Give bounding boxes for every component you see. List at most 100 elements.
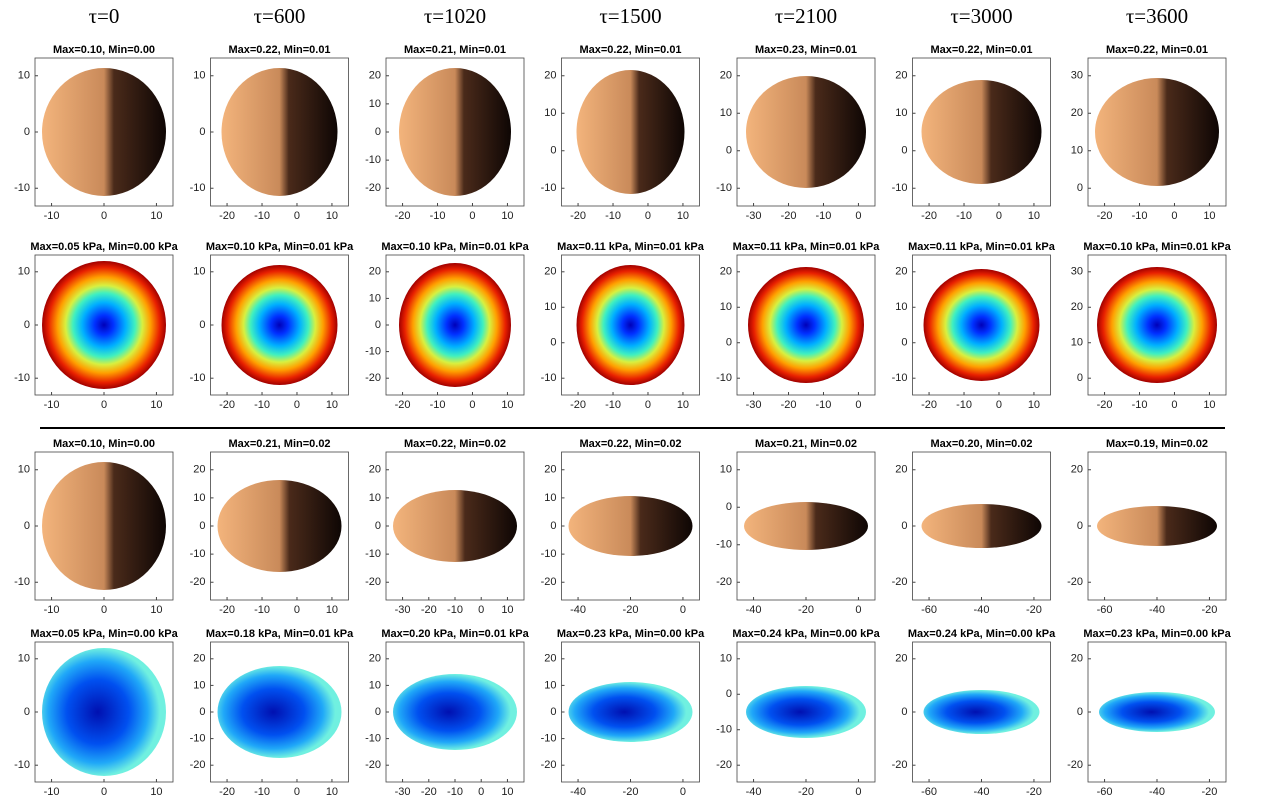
y-tick-label: 10 bbox=[895, 301, 907, 313]
y-tick-label: 10 bbox=[369, 98, 381, 110]
time-header: τ=1500 bbox=[599, 4, 661, 28]
y-tick-label: -20 bbox=[190, 576, 206, 588]
y-tick-label: 0 bbox=[901, 337, 907, 349]
panel-title: Max=0.22, Min=0.01 bbox=[579, 44, 681, 56]
x-tick-label: -10 bbox=[254, 399, 270, 411]
y-tick-label: 10 bbox=[369, 492, 381, 504]
x-tick-label: 0 bbox=[855, 399, 861, 411]
y-tick-label: -20 bbox=[365, 759, 381, 771]
x-tick-label: 10 bbox=[150, 399, 162, 411]
y-tick-label: 20 bbox=[895, 70, 907, 82]
x-tick-label: 0 bbox=[294, 604, 300, 616]
y-tick-label: 10 bbox=[18, 653, 30, 665]
y-tick-label: -10 bbox=[365, 548, 381, 560]
y-tick-label: -20 bbox=[541, 576, 557, 588]
x-tick-label: 0 bbox=[996, 210, 1002, 222]
x-tick-label: -10 bbox=[44, 786, 60, 798]
panel-title: Max=0.20 kPa, Min=0.01 kPa bbox=[381, 628, 529, 640]
cell-shape bbox=[746, 76, 866, 188]
x-tick-label: -20 bbox=[921, 399, 937, 411]
y-tick-label: 10 bbox=[544, 679, 556, 691]
x-tick-label: 0 bbox=[294, 786, 300, 798]
panel-title: Max=0.20, Min=0.02 bbox=[930, 438, 1032, 450]
x-tick-label: 10 bbox=[1028, 210, 1040, 222]
y-tick-label: 10 bbox=[720, 107, 732, 119]
panel-title: Max=0.22, Min=0.01 bbox=[1106, 44, 1208, 56]
x-tick-label: 0 bbox=[294, 399, 300, 411]
y-tick-label: 20 bbox=[544, 653, 556, 665]
cell-shape bbox=[399, 263, 511, 387]
x-tick-label: -10 bbox=[605, 399, 621, 411]
y-tick-label: 0 bbox=[375, 706, 381, 718]
y-tick-label: 10 bbox=[1071, 145, 1083, 157]
panel-title: Max=0.10, Min=0.00 bbox=[53, 438, 155, 450]
panel-title: Max=0.22, Min=0.01 bbox=[930, 44, 1032, 56]
y-tick-label: 0 bbox=[550, 520, 556, 532]
y-tick-label: 0 bbox=[1077, 706, 1083, 718]
y-tick-label: -20 bbox=[365, 576, 381, 588]
x-tick-label: 0 bbox=[645, 399, 651, 411]
x-tick-label: -20 bbox=[1097, 210, 1113, 222]
panel-title: Max=0.19, Min=0.02 bbox=[1106, 438, 1208, 450]
panel-title: Max=0.11 kPa, Min=0.01 kPa bbox=[557, 241, 705, 253]
x-tick-label: -10 bbox=[44, 210, 60, 222]
y-tick-label: 10 bbox=[369, 292, 381, 304]
y-tick-label: 20 bbox=[895, 653, 907, 665]
y-tick-label: 20 bbox=[1071, 301, 1083, 313]
y-tick-label: -20 bbox=[892, 576, 908, 588]
y-tick-label: 20 bbox=[369, 464, 381, 476]
x-tick-label: -20 bbox=[623, 604, 639, 616]
y-tick-label: 20 bbox=[369, 653, 381, 665]
cell-shape bbox=[922, 80, 1042, 184]
x-tick-label: -30 bbox=[395, 786, 411, 798]
y-tick-label: 0 bbox=[24, 126, 30, 138]
x-tick-label: -30 bbox=[395, 604, 411, 616]
y-tick-label: 0 bbox=[901, 145, 907, 157]
y-tick-label: 0 bbox=[550, 145, 556, 157]
y-tick-label: 20 bbox=[544, 266, 556, 278]
x-tick-label: -20 bbox=[798, 604, 814, 616]
y-tick-label: 0 bbox=[1077, 372, 1083, 384]
x-tick-label: 10 bbox=[326, 786, 338, 798]
cell-shape bbox=[42, 261, 166, 389]
y-tick-label: -10 bbox=[365, 154, 381, 166]
y-tick-label: 10 bbox=[544, 492, 556, 504]
time-header: τ=1020 bbox=[424, 4, 486, 28]
y-tick-label: -10 bbox=[14, 759, 30, 771]
x-tick-label: -10 bbox=[254, 786, 270, 798]
y-tick-label: 0 bbox=[726, 688, 732, 700]
x-tick-label: 0 bbox=[469, 399, 475, 411]
y-tick-label: 10 bbox=[18, 70, 30, 82]
y-tick-label: 0 bbox=[550, 337, 556, 349]
x-tick-label: 0 bbox=[855, 786, 861, 798]
panel-title: Max=0.24 kPa, Min=0.00 kPa bbox=[732, 628, 880, 640]
x-tick-label: 0 bbox=[680, 604, 686, 616]
x-tick-label: 10 bbox=[1203, 210, 1215, 222]
x-tick-label: 10 bbox=[1203, 399, 1215, 411]
y-tick-label: -20 bbox=[1067, 576, 1083, 588]
y-tick-label: -10 bbox=[892, 182, 908, 194]
x-tick-label: -60 bbox=[921, 786, 937, 798]
x-tick-label: -10 bbox=[816, 210, 832, 222]
time-header: τ=3000 bbox=[950, 4, 1012, 28]
cell-shape bbox=[42, 68, 166, 196]
y-tick-label: 0 bbox=[375, 126, 381, 138]
x-tick-label: -10 bbox=[44, 604, 60, 616]
x-tick-label: -20 bbox=[781, 399, 797, 411]
x-tick-label: 0 bbox=[469, 210, 475, 222]
panel-title: Max=0.22, Min=0.02 bbox=[404, 438, 506, 450]
y-tick-label: -10 bbox=[541, 548, 557, 560]
y-tick-label: 0 bbox=[199, 319, 205, 331]
x-tick-label: -30 bbox=[746, 210, 762, 222]
x-tick-label: 10 bbox=[501, 786, 513, 798]
y-tick-label: -10 bbox=[190, 372, 206, 384]
panel-title: Max=0.23, Min=0.01 bbox=[755, 44, 857, 56]
x-tick-label: -40 bbox=[746, 786, 762, 798]
x-tick-label: -10 bbox=[956, 210, 972, 222]
y-tick-label: 0 bbox=[24, 520, 30, 532]
x-tick-label: 10 bbox=[1028, 399, 1040, 411]
y-tick-label: -20 bbox=[716, 576, 732, 588]
x-tick-label: -40 bbox=[974, 604, 990, 616]
panel-title: Max=0.22, Min=0.02 bbox=[579, 438, 681, 450]
y-tick-label: 20 bbox=[1071, 653, 1083, 665]
